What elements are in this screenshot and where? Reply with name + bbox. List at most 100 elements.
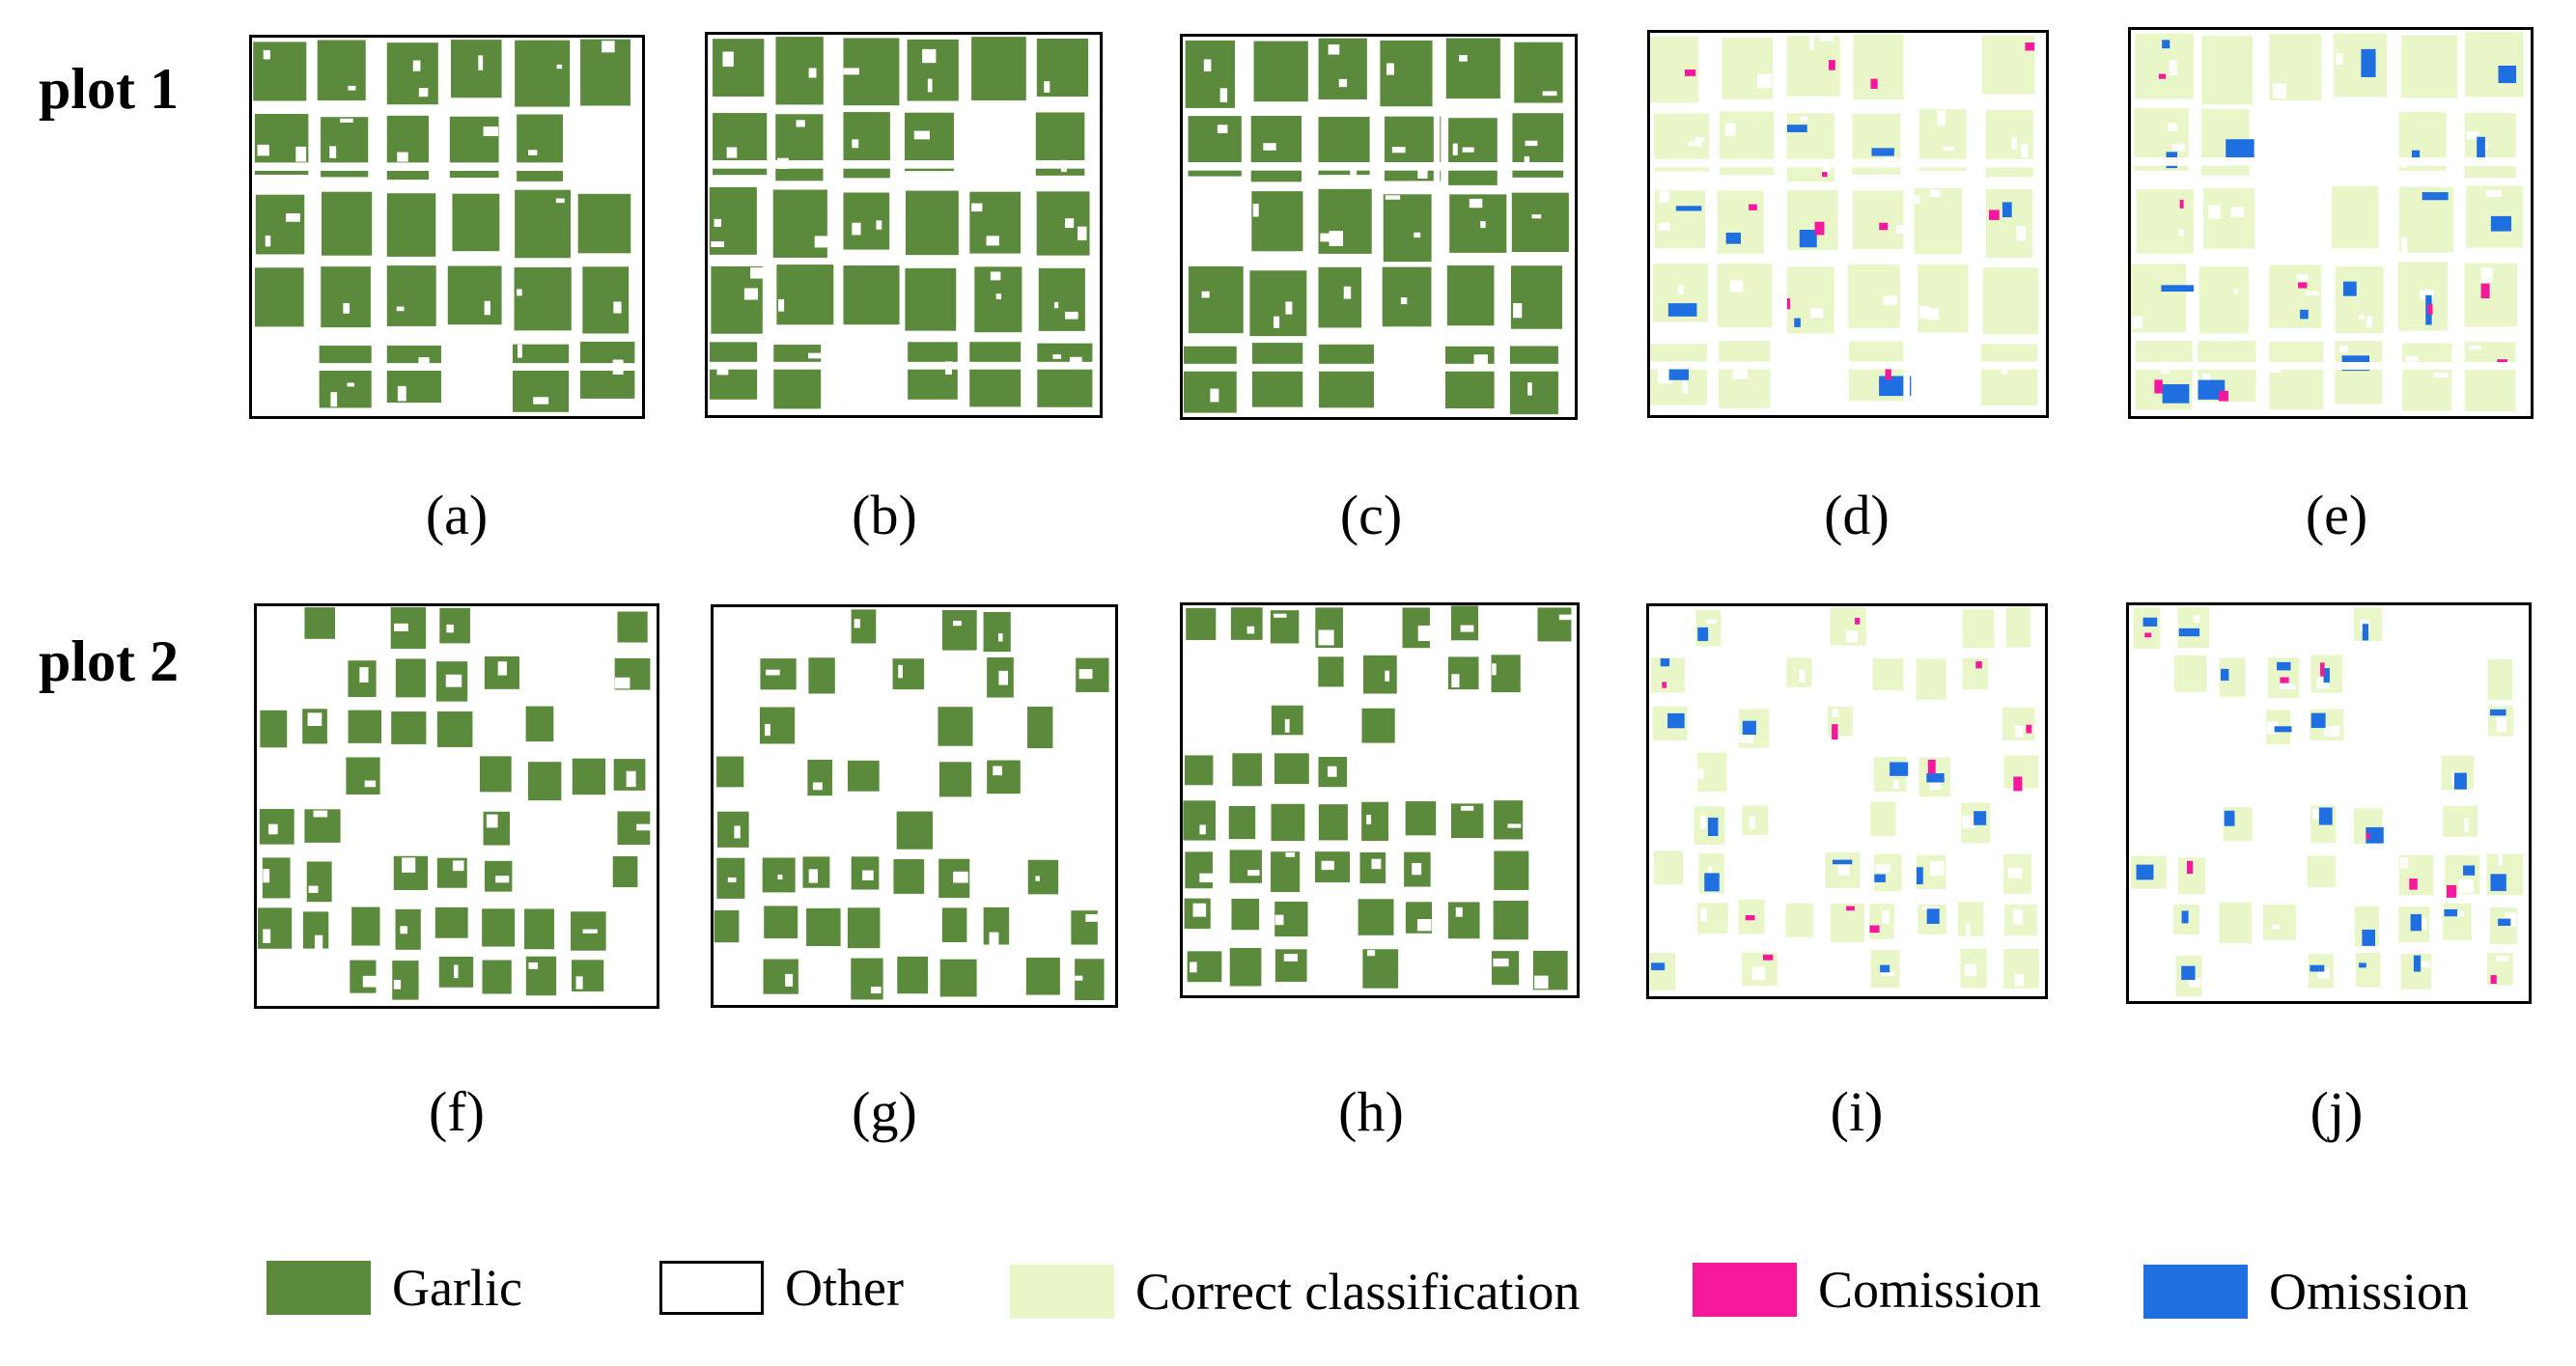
gap	[2001, 365, 2008, 375]
omission-patch	[1799, 229, 1817, 248]
omission-patch	[2142, 617, 2158, 627]
gap	[412, 60, 421, 71]
parcel	[1382, 266, 1432, 327]
parcel	[1185, 40, 1235, 108]
gap	[1527, 382, 1532, 396]
gap	[997, 633, 1003, 642]
gap	[722, 51, 734, 68]
gap	[995, 293, 1002, 300]
comission-patch	[2158, 73, 2167, 79]
legend-label-comission: Comission	[1818, 1261, 2042, 1319]
road	[1183, 162, 1575, 171]
gap	[1799, 669, 1806, 683]
comission-patch	[2144, 632, 2152, 638]
parcel	[524, 908, 554, 950]
parcel	[1914, 187, 1963, 255]
gap	[364, 780, 377, 788]
gap	[796, 120, 805, 127]
legend-item-other: Other	[659, 1261, 904, 1315]
gap	[1412, 862, 1422, 876]
legend-item-omission: Omission	[2143, 1265, 2469, 1319]
gap	[1343, 286, 1352, 299]
omission-patch	[2498, 66, 2517, 84]
gap	[397, 385, 406, 402]
gap	[1246, 626, 1255, 634]
gap	[1459, 55, 1468, 62]
omission-patch	[1725, 232, 1741, 244]
gap	[2496, 956, 2509, 962]
parcel	[517, 114, 563, 181]
panel-e-map	[2131, 30, 2531, 416]
parcel	[1869, 904, 1894, 939]
panel-b-map	[708, 35, 1100, 415]
gap	[400, 926, 407, 934]
gap	[2168, 123, 2178, 131]
gap	[2297, 274, 2309, 281]
comission-patch	[2186, 860, 2194, 875]
gap	[1809, 35, 1814, 50]
gap	[1930, 861, 1945, 876]
parcel	[1722, 37, 1774, 99]
gap	[263, 929, 271, 943]
gap	[613, 301, 622, 314]
parcel	[1717, 264, 1772, 327]
parcel	[1870, 801, 1896, 837]
gap	[1069, 356, 1082, 365]
omission-patch	[2413, 955, 2422, 972]
omission-patch	[2220, 668, 2229, 682]
comission-patch	[1684, 70, 1696, 76]
gap	[555, 198, 565, 204]
gap	[750, 266, 765, 279]
omission-patch	[2490, 874, 2506, 891]
panel-a-map	[252, 38, 642, 416]
gap	[808, 68, 817, 78]
comission-patch	[1927, 759, 1936, 774]
omission-patch	[2359, 962, 2366, 968]
omission-patch	[1667, 303, 1697, 317]
parcel	[447, 265, 505, 325]
gap	[1531, 214, 1542, 219]
omission-patch	[2362, 624, 2369, 641]
omission-patch	[2162, 384, 2190, 404]
parcel	[1962, 609, 1995, 649]
gap	[1756, 73, 1773, 89]
gap	[2230, 207, 2245, 217]
omission-patch	[1660, 658, 1670, 667]
parcel	[253, 42, 307, 101]
gap	[445, 674, 462, 687]
caption-g: (g)	[852, 1080, 917, 1143]
gap	[1452, 143, 1458, 155]
omission-patch	[2162, 40, 2170, 49]
parcel	[1318, 38, 1367, 100]
parcel	[1274, 753, 1309, 785]
parcel	[1853, 34, 1910, 100]
parcel	[1361, 801, 1388, 841]
gap	[263, 869, 270, 883]
comission-patch	[1846, 906, 1855, 911]
gap	[2016, 226, 2027, 241]
legend-item-correct: Correct classification	[1010, 1265, 1580, 1319]
gap	[2399, 857, 2409, 869]
parcel	[395, 658, 426, 698]
gap	[2305, 291, 2319, 295]
gap	[778, 298, 785, 312]
comission-patch	[1988, 209, 2000, 220]
omission-patch	[1704, 873, 1720, 892]
parcel	[1231, 898, 1260, 931]
parcel	[2136, 189, 2194, 254]
gap	[727, 877, 737, 883]
omission-patch	[1697, 627, 1709, 642]
gap	[314, 934, 323, 950]
parcel	[2005, 606, 2030, 648]
gap	[1386, 63, 1394, 75]
comission-patch	[1762, 954, 1774, 961]
omission-patch	[2463, 865, 2476, 876]
parcel	[527, 762, 562, 801]
parcel	[969, 342, 1022, 407]
comission-patch	[2480, 283, 2490, 299]
gap	[913, 130, 930, 140]
parcel	[1649, 953, 1676, 990]
omission-patch	[2136, 864, 2154, 880]
gap	[1367, 950, 1376, 957]
parcel	[1447, 902, 1480, 939]
